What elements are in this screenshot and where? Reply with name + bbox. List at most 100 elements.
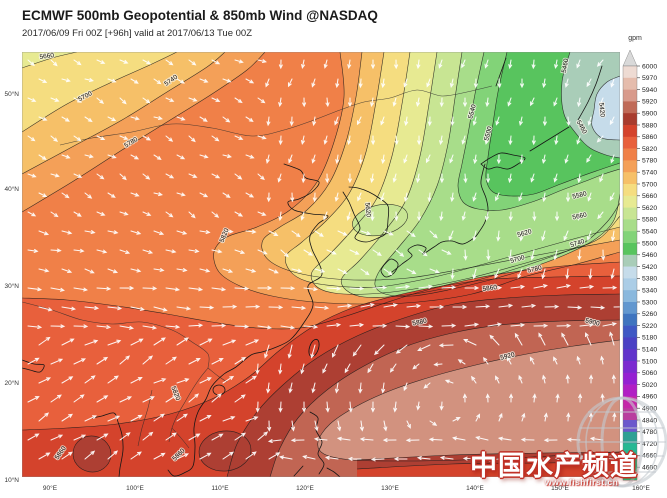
wind-arrow	[584, 332, 592, 346]
wind-arrow	[438, 343, 454, 348]
wind-arrow	[313, 437, 328, 442]
contour-lines	[22, 52, 620, 477]
wind-arrow	[587, 192, 592, 202]
wind-arrow	[27, 396, 40, 403]
wind-arrow	[165, 394, 178, 403]
wind-arrow	[461, 135, 466, 145]
wind-arrow	[268, 230, 279, 236]
wind-arrow	[497, 436, 512, 441]
wind-arrow	[508, 249, 513, 261]
wind-arrow	[211, 249, 223, 254]
colorbar-tick-label: 5880	[642, 122, 657, 129]
colorbar-legend: gpm 6000 5970 5940 5920 5900 5880 5860 5820 5780 5…	[622, 35, 657, 481]
wind-arrow	[484, 211, 489, 221]
wind-arrow	[462, 97, 468, 108]
wind-arrow	[311, 382, 316, 394]
wind-arrow	[153, 154, 162, 160]
colorbar-segment	[623, 302, 637, 315]
wind-arrow	[291, 230, 301, 238]
border-line	[207, 367, 228, 383]
coastline	[309, 411, 325, 475]
wind-arrow	[347, 59, 352, 70]
wind-arrow	[518, 374, 523, 384]
wind-arrow	[335, 78, 340, 89]
wind-arrow	[498, 303, 514, 308]
wind-arrow	[107, 78, 117, 83]
page-title: ECMWF 500mb Geopotential & 850mb Wind @N…	[22, 8, 378, 23]
colorbar-tick-label: 5140	[642, 347, 657, 354]
wind-arrow	[84, 450, 96, 460]
wind-arrow	[84, 154, 94, 159]
wind-arrow	[415, 97, 420, 107]
wind-arrow	[130, 306, 145, 311]
wind-arrow	[381, 78, 386, 89]
wind-arrow	[153, 230, 165, 236]
contour-line	[457, 52, 620, 211]
wind-arrow	[84, 116, 93, 123]
wind-arrow	[532, 393, 537, 403]
colorbar-tick-label: 5420	[642, 264, 657, 271]
wind-arrow	[176, 453, 190, 460]
wind-arrow	[38, 230, 50, 236]
wind-arrow	[176, 378, 190, 384]
wind-arrow	[245, 192, 255, 198]
colorbar-segment	[623, 254, 637, 267]
colorbar-tick-label: 5220	[642, 323, 657, 330]
wind-arrow	[61, 413, 73, 422]
wind-arrow	[412, 363, 420, 370]
coastline	[577, 65, 603, 121]
colorbar-tick-label: 5380	[642, 276, 657, 283]
wind-arrow	[326, 322, 342, 327]
wind-arrow	[564, 154, 569, 164]
wind-arrow	[176, 116, 186, 121]
wind-arrow	[495, 116, 500, 126]
wind-arrow	[496, 230, 501, 242]
colorbar-segment	[623, 113, 637, 126]
wind-arrow	[50, 394, 62, 403]
wind-arrow	[395, 344, 408, 354]
wind-arrow	[119, 355, 131, 365]
wind-arrow	[266, 382, 271, 394]
wind-arrow	[245, 116, 254, 122]
wind-arrow	[561, 332, 569, 346]
wind-arrow	[553, 97, 558, 107]
wind-arrow	[278, 59, 283, 70]
wind-arrow	[84, 230, 96, 235]
wind-arrow	[257, 135, 267, 140]
wind-arrow	[381, 382, 386, 394]
wind-arrow	[234, 59, 244, 64]
contour-label: 5880	[412, 318, 428, 328]
wind-arrow	[234, 135, 244, 140]
wind-arrow	[357, 192, 362, 202]
wind-arrow	[84, 415, 98, 422]
wind-arrows	[27, 59, 620, 463]
wind-arrow	[61, 78, 71, 83]
wind-arrow	[553, 249, 558, 261]
wind-arrow	[475, 413, 481, 422]
wind-arrow	[610, 154, 615, 164]
wind-arrow	[301, 59, 306, 69]
wind-arrow	[531, 59, 536, 70]
wind-arrow	[107, 268, 119, 274]
wind-arrow	[322, 363, 328, 374]
wind-arrow	[280, 249, 289, 258]
wind-arrow	[556, 323, 572, 328]
wind-arrow	[130, 338, 144, 346]
wind-arrow	[393, 456, 408, 461]
colorbar-tick-label: 5740	[642, 170, 657, 177]
colorbar-segment	[623, 361, 637, 374]
wind-arrow	[84, 192, 93, 199]
wind-arrow	[314, 230, 324, 237]
wind-arrow	[610, 268, 615, 280]
wind-arrow	[417, 344, 431, 352]
wind-arrow	[392, 97, 397, 107]
wind-arrow	[96, 286, 112, 291]
wind-arrow	[464, 322, 480, 327]
wind-arrow	[267, 439, 282, 444]
lat-label: 10°N	[4, 477, 19, 484]
wind-arrow	[188, 59, 197, 66]
wind-arrow	[268, 452, 281, 460]
wind-arrow	[425, 154, 431, 164]
wind-arrow	[418, 249, 428, 257]
wind-arrow	[314, 420, 319, 432]
